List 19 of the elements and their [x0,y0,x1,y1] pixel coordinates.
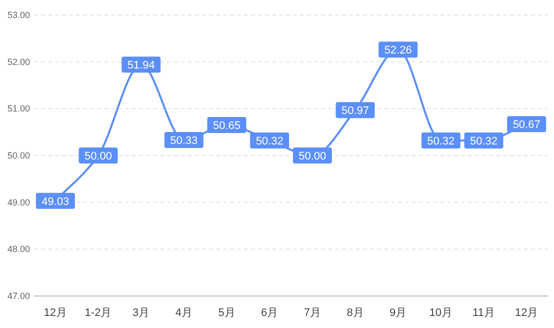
y-tick-label: 53.00 [7,10,30,20]
x-tick-label: 3月 [132,307,150,319]
y-tick-label: 48.00 [7,244,30,254]
y-tick-label: 52.00 [7,56,30,67]
x-tick-label: 4月 [175,307,192,319]
x-tick-label: 5月 [218,307,236,319]
x-tick-label: 12月 [44,307,68,319]
x-tick-label: 12月 [514,307,538,319]
x-tick-label: 10月 [429,307,453,319]
y-tick-label: 47.00 [7,291,30,301]
x-tick-label: 9月 [390,307,407,319]
x-tick-label: 1-2月 [84,307,112,319]
x-tick-label: 8月 [346,307,364,319]
x-tick-label: 11月 [472,307,495,319]
x-tick-label: 6月 [261,307,278,319]
y-tick-label: 51.00 [7,104,30,114]
y-tick-label: 49.00 [7,197,30,208]
x-tick-label: 7月 [304,307,321,319]
y-tick-label: 50.00 [7,150,30,160]
